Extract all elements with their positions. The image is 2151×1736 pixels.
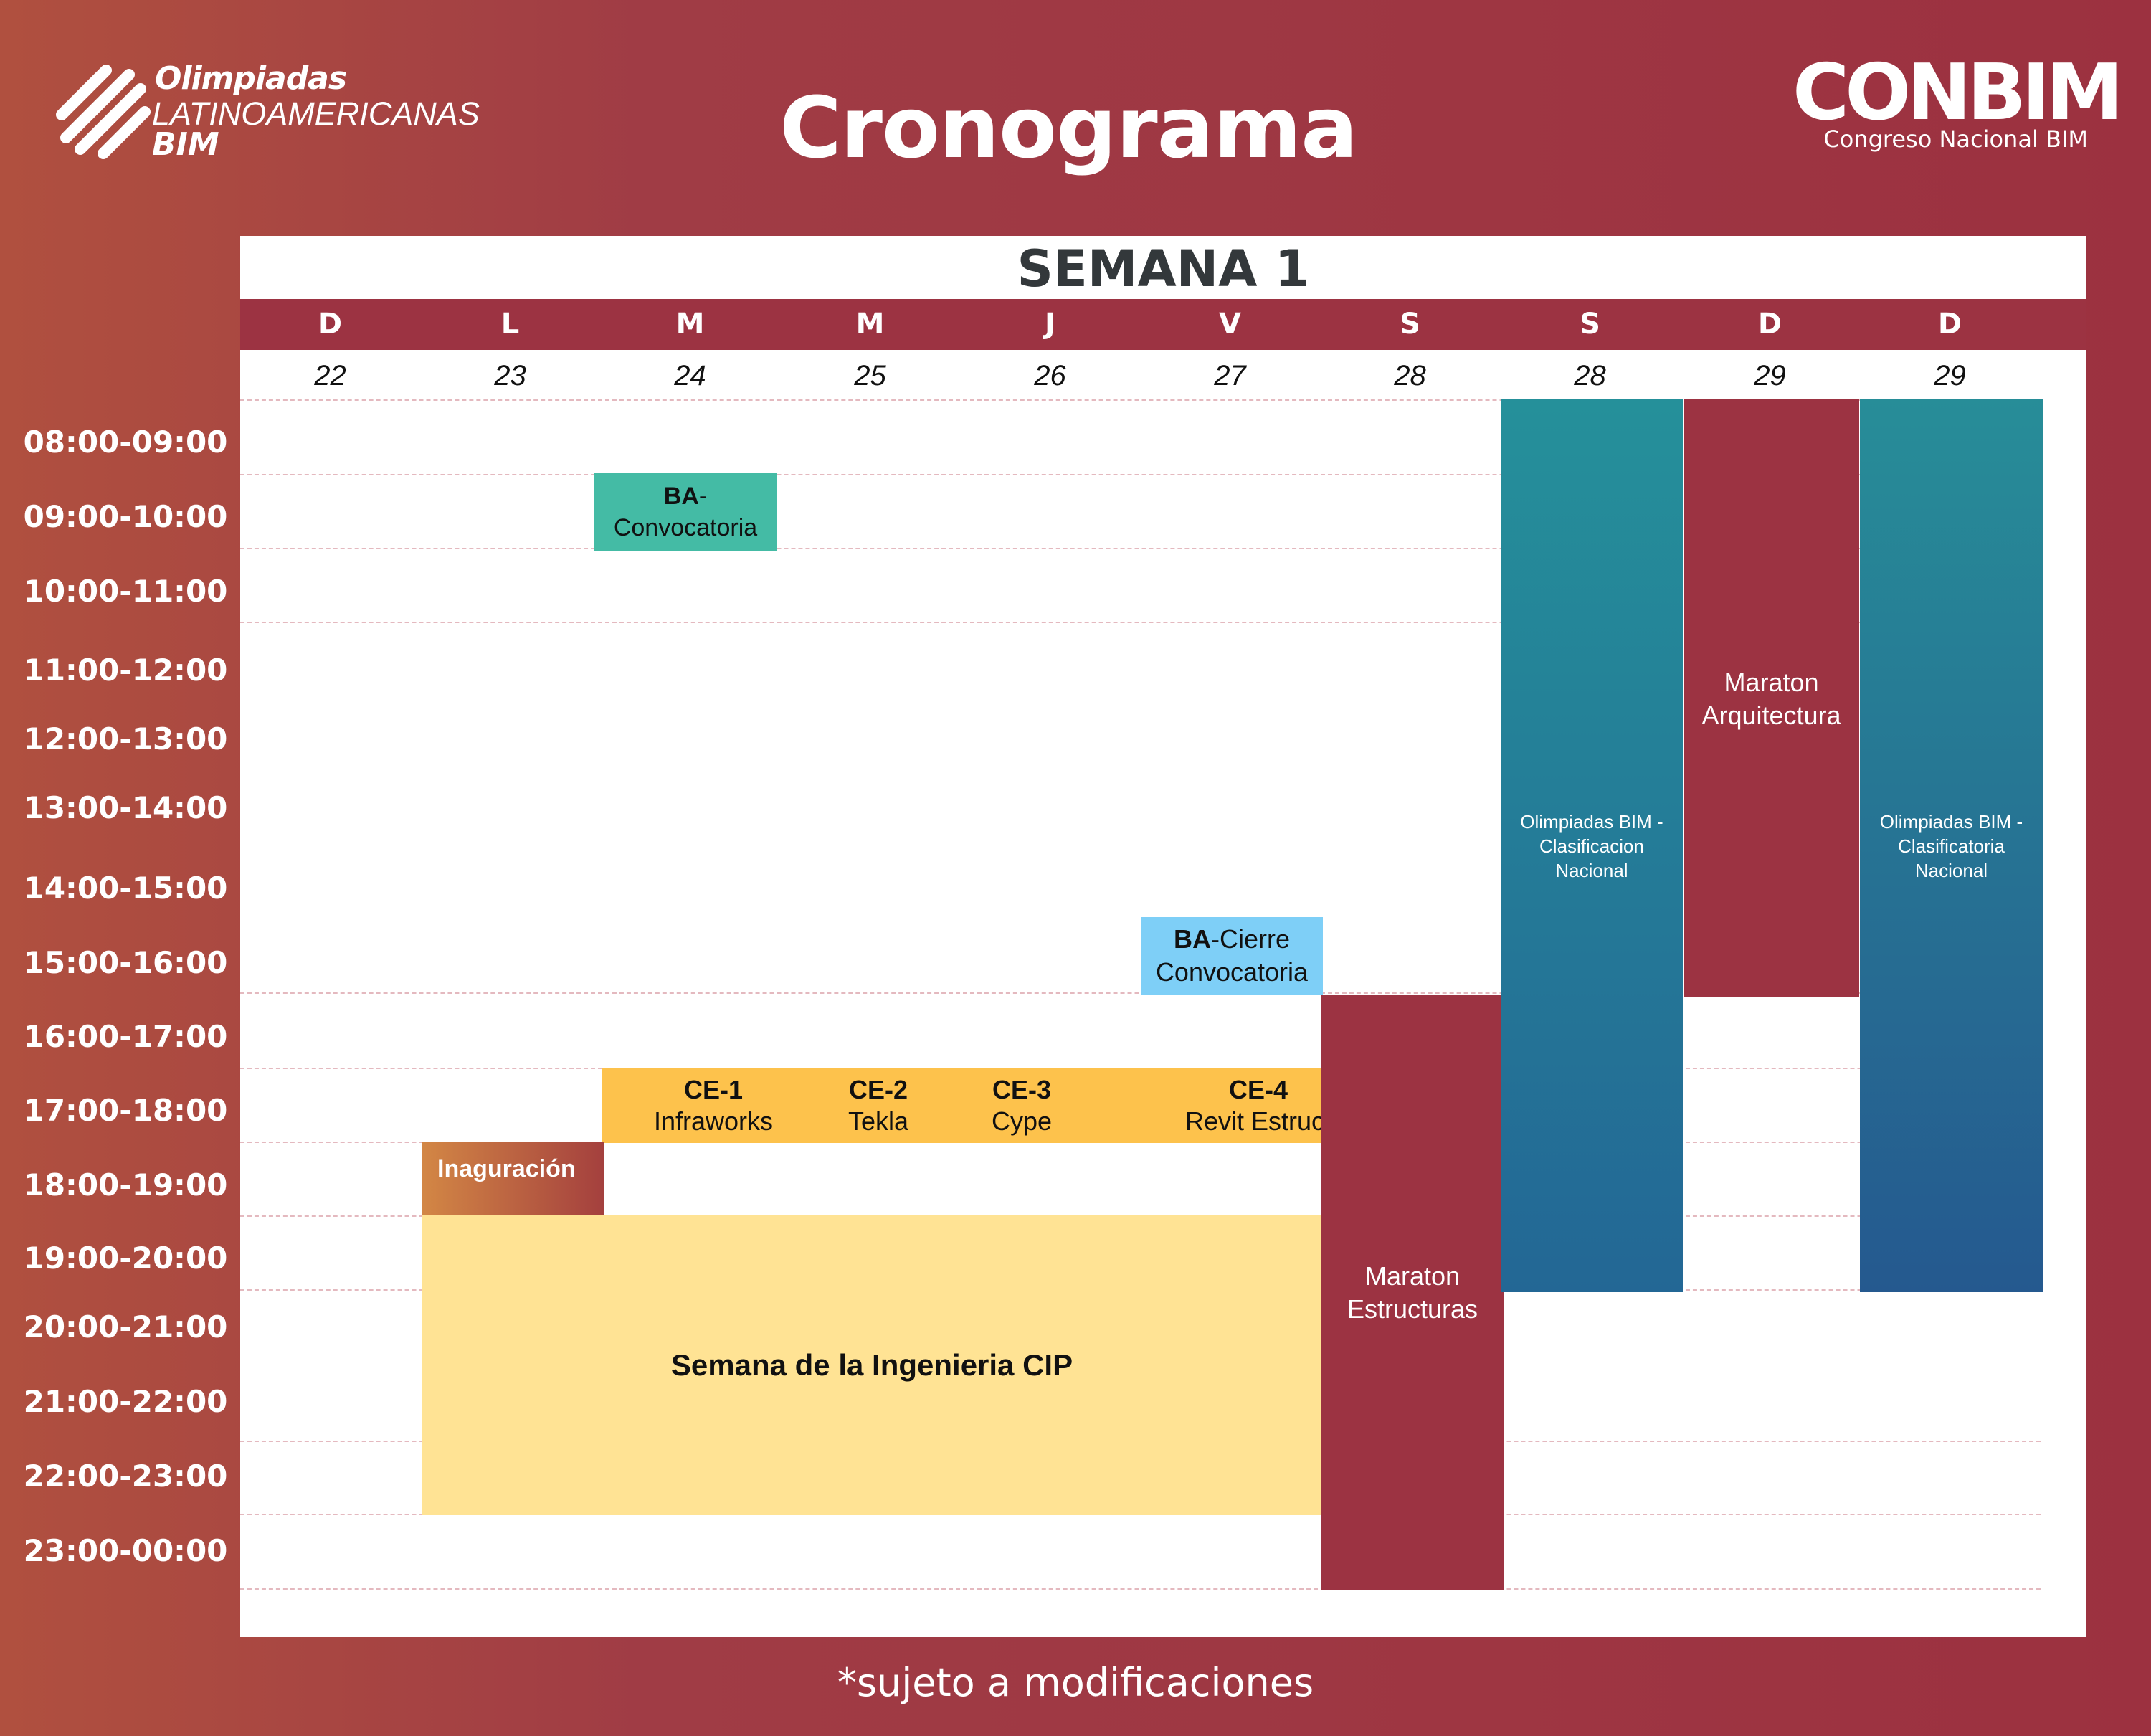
conbim-logo-subtitle: Congreso Nacional BIM <box>1823 125 2088 153</box>
day-number: 28 <box>1394 360 1426 392</box>
day-letter: D <box>318 308 343 341</box>
event-maraton-estructuras[interactable]: Maraton Estructuras <box>1321 995 1504 1590</box>
day-letter: M <box>855 308 885 341</box>
time-label: 16:00-17:00 <box>23 1019 228 1054</box>
event-semana-ingenieria[interactable]: Semana de la Ingenieria CIP <box>422 1215 1322 1515</box>
day-letter: M <box>675 308 705 341</box>
event-text: Olimpiadas BIM - Clasificatoria Nacional <box>1879 811 2023 881</box>
day-letter: S <box>1400 308 1420 341</box>
week-title: SEMANA 1 <box>1017 239 1310 298</box>
day-number: 22 <box>314 360 346 392</box>
grid-line <box>240 474 2041 475</box>
time-label: 19:00-20:00 <box>23 1241 228 1276</box>
time-label: 12:00-13:00 <box>23 721 228 756</box>
event-text: Tekla <box>847 1106 909 1136</box>
day-number: 29 <box>1934 360 1966 392</box>
event-text: Revit Estruc. <box>1184 1106 1332 1136</box>
time-label: 14:00-15:00 <box>23 871 228 906</box>
conbim-logo: CONBIM Congreso Nacional BIM <box>1792 48 2123 158</box>
time-label: 22:00-23:00 <box>23 1458 228 1494</box>
day-letter: D <box>1757 308 1782 341</box>
logo-line-latinoamericanas: LATINOAMERICANAS <box>152 95 480 132</box>
day-number: 26 <box>1034 360 1066 392</box>
event-ba-convocatoria[interactable]: BA- Convocatoria <box>594 473 777 551</box>
event-text: Inaguración <box>437 1155 576 1182</box>
time-label: 20:00-21:00 <box>23 1309 228 1344</box>
event-text: - Convocatoria <box>613 483 758 541</box>
event-code: BA <box>1173 924 1211 954</box>
time-label: 18:00-19:00 <box>23 1167 228 1203</box>
page-title: Cronograma <box>779 78 1358 177</box>
event-code: CE-3 <box>992 1074 1051 1104</box>
day-letter: L <box>500 308 520 341</box>
conbim-logo-name: CONBIM <box>1792 48 2123 138</box>
event-text: Maraton Estructuras <box>1347 1261 1478 1324</box>
event-text: -Cierre Convocatoria <box>1155 924 1309 987</box>
time-label: 08:00-09:00 <box>23 424 228 460</box>
time-label: 23:00-00:00 <box>23 1533 228 1568</box>
event-ce2[interactable]: CE-2 Tekla <box>821 1068 936 1143</box>
grid-line <box>240 399 2041 401</box>
day-number: 24 <box>674 360 706 392</box>
grid-line <box>240 1588 2041 1590</box>
day-number: 27 <box>1214 360 1246 392</box>
event-ce4[interactable]: CE-4 Revit Estruc. <box>1140 1068 1377 1143</box>
day-number: 25 <box>854 360 886 392</box>
time-label: 13:00-14:00 <box>23 790 228 825</box>
event-code: CE-4 <box>1228 1074 1288 1104</box>
day-letter: V <box>1219 308 1241 341</box>
event-text: Olimpiadas BIM - Clasificacion Nacional <box>1520 811 1663 881</box>
time-label: 17:00-18:00 <box>23 1093 228 1128</box>
day-letter: S <box>1580 308 1600 341</box>
event-inauguracion[interactable]: Inaguración <box>422 1142 604 1215</box>
event-text: Maraton Arquitectura <box>1701 668 1841 730</box>
day-number: 29 <box>1754 360 1786 392</box>
grid-line <box>240 622 2041 623</box>
day-letter: D <box>1937 308 1962 341</box>
event-text: Infraworks <box>653 1106 774 1136</box>
event-maraton-arquitectura[interactable]: Maraton Arquitectura <box>1684 399 1859 997</box>
schedule-panel: SEMANA 1 D L M M J V S S D D 22 23 24 25… <box>240 236 2086 1637</box>
event-olimpiadas-domingo[interactable]: Olimpiadas BIM - Clasificatoria Nacional <box>1860 399 2043 1292</box>
time-label: 09:00-10:00 <box>23 499 228 534</box>
grid-line <box>240 992 2041 994</box>
olimpiadas-logo: Olimpiadas LATINOAMERICANAS BIM <box>56 60 500 165</box>
time-label: 11:00-12:00 <box>23 653 228 688</box>
event-text: Cype <box>991 1106 1053 1136</box>
event-ba-cierre[interactable]: BA-Cierre Convocatoria <box>1141 917 1323 995</box>
grid-line <box>240 548 2041 549</box>
event-olimpiadas-sabado[interactable]: Olimpiadas BIM - Clasificacion Nacional <box>1501 399 1683 1292</box>
event-ce3[interactable]: CE-3 Cype <box>964 1068 1079 1143</box>
day-letter: J <box>1045 308 1055 341</box>
logo-line-bim: BIM <box>152 126 219 163</box>
logo-line-olimpiadas: Olimpiadas <box>155 60 347 97</box>
event-ce1[interactable]: CE-1 Infraworks <box>620 1068 807 1143</box>
time-label: 21:00-22:00 <box>23 1384 228 1419</box>
day-number: 28 <box>1574 360 1606 392</box>
event-code: CE-1 <box>683 1074 743 1104</box>
day-number: 23 <box>494 360 526 392</box>
time-label: 15:00-16:00 <box>23 945 228 980</box>
event-code: BA <box>663 483 699 510</box>
time-label: 10:00-11:00 <box>23 574 228 609</box>
stripes-logo-icon <box>56 65 151 159</box>
event-text: Semana de la Ingenieria CIP <box>670 1348 1073 1382</box>
event-code: CE-2 <box>848 1074 908 1104</box>
day-header-band: D L M M J V S S D D <box>240 299 2086 350</box>
footer-note: *sujeto a modificaciones <box>837 1660 1314 1705</box>
